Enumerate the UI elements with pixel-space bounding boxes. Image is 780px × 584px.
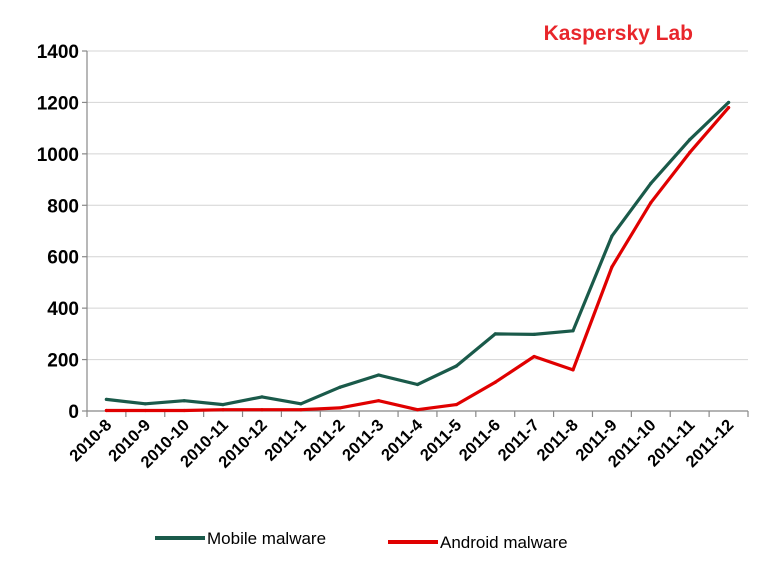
data-point bbox=[610, 234, 614, 238]
data-point bbox=[454, 364, 458, 368]
data-point bbox=[143, 408, 147, 413]
x-tick-label-2011-1: 2011-1 bbox=[261, 416, 309, 464]
x-tick-label-2011-8: 2011-8 bbox=[533, 416, 581, 464]
data-point bbox=[571, 368, 575, 372]
data-point bbox=[532, 354, 536, 359]
data-point bbox=[260, 408, 264, 412]
y-tick-labels: 0 200 400 600 800 1000 1200 1400 bbox=[37, 42, 79, 423]
x-tick-label-2011-2: 2011-2 bbox=[300, 416, 348, 464]
data-point bbox=[493, 332, 497, 336]
x-tick-label-2010-8: 2010-8 bbox=[66, 416, 115, 465]
y-tick-label-400: 400 bbox=[47, 299, 79, 320]
data-point bbox=[688, 150, 692, 155]
data-point bbox=[377, 399, 381, 403]
data-point bbox=[299, 408, 303, 412]
data-point bbox=[143, 402, 147, 406]
x-tick-label-2011-3: 2011-3 bbox=[339, 416, 387, 464]
y-tick-label-0: 0 bbox=[68, 402, 79, 423]
data-point bbox=[182, 399, 186, 403]
data-point bbox=[182, 408, 186, 413]
x-tick-label-2011-4: 2011-4 bbox=[378, 416, 427, 465]
axes bbox=[82, 50, 749, 417]
data-point bbox=[221, 408, 225, 412]
series-lines bbox=[104, 100, 731, 413]
y-tick-label-200: 200 bbox=[47, 351, 79, 372]
data-point bbox=[726, 100, 731, 105]
y-tick-label-600: 600 bbox=[47, 248, 79, 269]
x-tick-label-2011-6: 2011-6 bbox=[456, 416, 504, 464]
legend: Mobile malware Android malware bbox=[155, 529, 568, 552]
x-tick-labels: 2010-82010-92010-102010-112010-122011-12… bbox=[66, 416, 737, 472]
data-point bbox=[299, 402, 303, 406]
data-point bbox=[104, 408, 109, 413]
x-tick-label-2011-7: 2011-7 bbox=[495, 416, 543, 464]
y-tick-label-1400: 1400 bbox=[37, 42, 79, 63]
brand-label: Kaspersky Lab bbox=[544, 22, 693, 45]
data-point bbox=[610, 265, 614, 269]
y-tick-label-800: 800 bbox=[47, 196, 79, 217]
legend-label-android-malware: Android malware bbox=[440, 533, 568, 552]
data-point bbox=[493, 380, 497, 384]
y-tick-label-1000: 1000 bbox=[37, 145, 79, 166]
x-tick-label-2011-5: 2011-5 bbox=[417, 416, 465, 464]
data-point bbox=[415, 408, 420, 412]
data-point bbox=[338, 385, 342, 389]
data-point bbox=[532, 332, 536, 336]
data-point bbox=[260, 395, 264, 399]
gridlines bbox=[87, 50, 748, 361]
data-point bbox=[454, 402, 458, 407]
data-point bbox=[338, 406, 342, 410]
legend-label-mobile-malware: Mobile malware bbox=[207, 529, 326, 548]
data-point bbox=[104, 397, 109, 402]
data-point bbox=[221, 402, 225, 407]
data-point bbox=[415, 382, 420, 387]
data-point bbox=[688, 138, 692, 142]
data-point bbox=[649, 181, 653, 186]
series-line-android-malware bbox=[104, 105, 731, 413]
data-point bbox=[571, 329, 575, 333]
data-point bbox=[377, 373, 381, 377]
y-tick-label-1200: 1200 bbox=[37, 93, 79, 114]
data-point bbox=[649, 201, 653, 205]
data-point bbox=[726, 105, 731, 110]
